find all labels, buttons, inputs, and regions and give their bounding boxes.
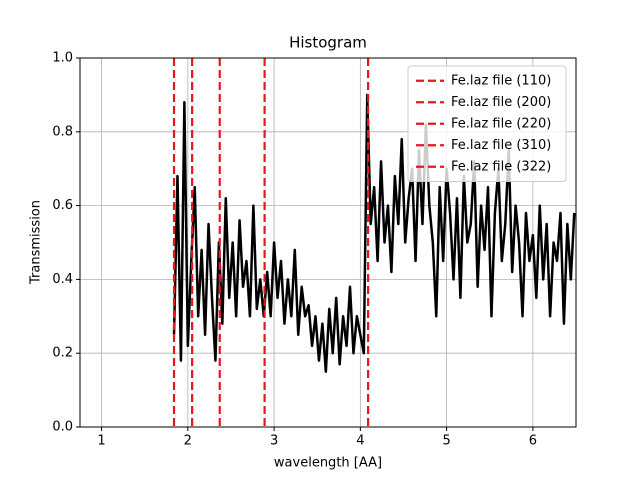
y-tick-label: 0.0 [52,420,73,435]
chart-title: Histogram [289,34,367,52]
legend-label: Fe.laz file (200) [451,95,551,110]
x-axis-label: wavelength [AA] [274,456,382,471]
legend-label: Fe.laz file (220) [451,116,551,131]
legend-label: Fe.laz file (322) [451,159,551,174]
x-tick-label: 2 [184,434,192,449]
legend-label: Fe.laz file (310) [451,138,551,153]
legend-label: Fe.laz file (110) [451,73,551,88]
x-tick-label: 4 [356,434,364,449]
legend-box [407,65,567,182]
y-tick-label: 1.0 [52,51,73,66]
x-tick-label: 6 [529,434,537,449]
legend: Fe.laz file (110) Fe.laz file (200) Fe.laz… [407,65,567,182]
axes-frame [79,57,577,428]
x-tick-label: 1 [97,434,105,449]
y-axis-label: Transmission [29,200,44,285]
y-tick-label: 0.8 [52,124,73,139]
y-tick-label: 0.2 [52,346,73,361]
x-tick-label: 3 [270,434,278,449]
x-tick-label: 5 [442,434,450,449]
y-tick-label: 0.6 [52,198,73,213]
ticks: 1 2 3 4 5 6 0.0 0.2 0.4 0.6 0.8 1.0 [52,51,537,449]
y-tick-label: 0.4 [52,272,73,287]
